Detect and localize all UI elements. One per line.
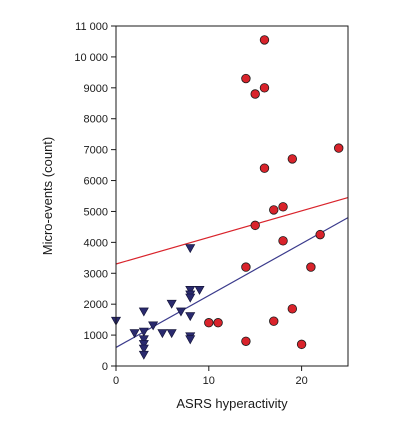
triangle-point <box>166 299 177 309</box>
y-axis-label: Micro-events (count) <box>40 137 55 255</box>
y-tick-label: 0 <box>102 361 108 373</box>
triangle-point <box>185 312 196 322</box>
y-tick-label: 1000 <box>84 330 108 342</box>
circle-point <box>296 339 307 350</box>
circle-point <box>269 205 279 215</box>
circle-point <box>334 143 344 153</box>
x-tick-label: 20 <box>295 375 307 387</box>
triangle-point <box>185 244 196 254</box>
circle-point <box>269 316 279 326</box>
triangle-point <box>138 327 149 337</box>
triangle-point <box>148 321 159 331</box>
triangle-point <box>175 307 186 317</box>
triangle-point <box>194 285 205 295</box>
circle-point <box>241 73 251 84</box>
y-tick-label: 11 000 <box>75 21 108 33</box>
triangle-point <box>138 307 149 317</box>
circle-point <box>250 89 260 99</box>
circle-point <box>278 236 288 246</box>
circle-point <box>259 35 270 45</box>
circle-point <box>250 220 260 231</box>
circle-point <box>315 229 325 240</box>
circle-point <box>287 154 298 164</box>
circle-point <box>204 318 214 328</box>
trend-line-circles <box>115 196 349 265</box>
circle-point <box>287 304 298 314</box>
triangle-point <box>129 329 140 339</box>
y-tick-label: 7000 <box>84 145 108 157</box>
circle-point <box>241 262 251 272</box>
y-tick-label: 8000 <box>84 114 108 126</box>
y-tick-label: 6000 <box>84 176 108 188</box>
data-points <box>110 35 344 360</box>
triangle-point <box>138 350 149 360</box>
y-tick-label: 3000 <box>84 268 108 280</box>
circle-point <box>259 163 270 173</box>
x-tick-label: 10 <box>203 375 215 387</box>
axes: 0 1000 2000 3000 4000 5000 6000 7000 8000 9000 10 … <box>74 21 349 387</box>
triangle-point <box>185 335 196 345</box>
y-tick-label: 2000 <box>84 299 108 311</box>
triangle-point <box>185 293 196 303</box>
y-tick-label: 10 000 <box>74 52 108 64</box>
triangle-point <box>138 340 149 349</box>
plot-frame <box>115 25 349 367</box>
triangle-point <box>157 329 168 339</box>
trend-line-triangles <box>115 217 349 348</box>
triangle-point <box>185 285 196 295</box>
x-axis-label: ASRS hyperactivity <box>176 396 288 411</box>
circle-point <box>213 318 223 328</box>
circle-point <box>259 83 270 93</box>
circle-point <box>278 202 288 212</box>
y-tick-label: 4000 <box>84 237 108 249</box>
triangle-point <box>166 329 177 339</box>
x-tick-label: 0 <box>113 375 119 387</box>
y-tick-label: 5000 <box>84 206 108 218</box>
circle-point <box>241 336 251 346</box>
triangle-point <box>138 335 149 345</box>
triangle-point <box>138 344 149 354</box>
circle-point <box>306 262 316 272</box>
y-tick-label: 9000 <box>84 83 108 95</box>
